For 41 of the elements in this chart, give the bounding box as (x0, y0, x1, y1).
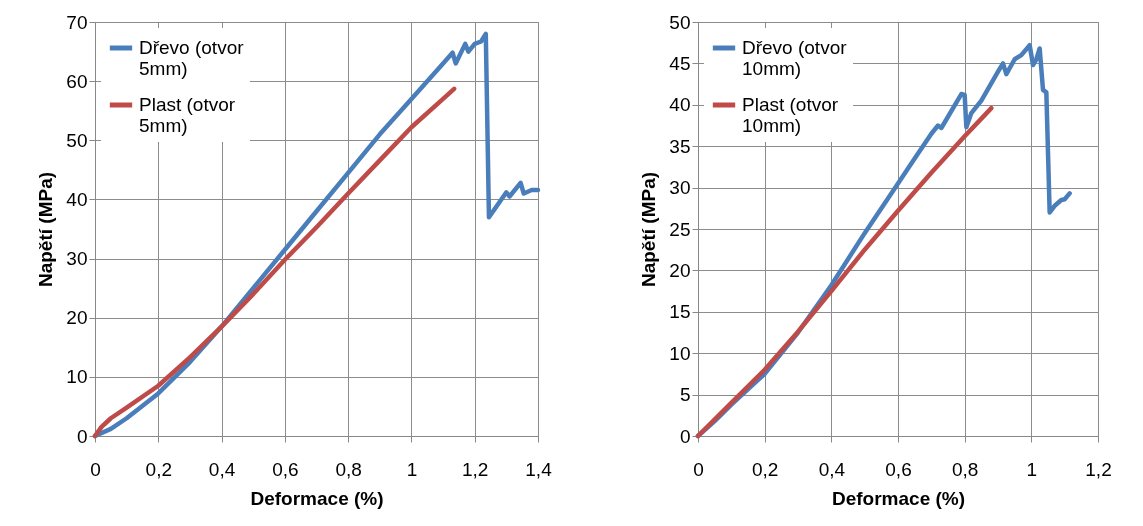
y-tick-label: 15 (669, 301, 691, 323)
y-tick-label: 30 (669, 177, 691, 199)
x-tick-label: 1 (1026, 458, 1038, 480)
x-tick-label: 0,6 (885, 458, 912, 480)
y-tick-label: 50 (66, 129, 88, 151)
y-tick-label: 0 (76, 425, 88, 447)
y-tick-label: 50 (669, 11, 691, 33)
y-tick-label: 20 (66, 307, 88, 329)
y-tick-label: 40 (66, 188, 88, 210)
y-tick-label: 45 (669, 52, 691, 74)
y-tick-label: 70 (66, 11, 88, 33)
x-tick-label: 0,8 (335, 458, 362, 480)
x-tick-label: 0,6 (272, 458, 299, 480)
legend-label: Dřevo (otvor 5mm) (139, 37, 245, 79)
x-tick-label: 0,8 (951, 458, 979, 480)
y-tick-label: 60 (66, 70, 88, 92)
line-series (92, 86, 457, 439)
x-axis-title: Deformace (%) (250, 487, 384, 509)
y-tick-label: 25 (669, 218, 691, 240)
x-tick-label: 1,2 (462, 458, 489, 480)
x-axis-title: Deformace (%) (831, 487, 966, 509)
x-tick-label: 0,2 (145, 458, 172, 480)
x-tick-label: 0,4 (208, 458, 236, 480)
legend-label: Dřevo (otvor 10mm) (742, 37, 848, 79)
x-tick-label: 1,4 (525, 458, 553, 480)
y-axis-title: Napětí (MPa) (638, 171, 660, 288)
x-tick-label: 0,2 (751, 458, 779, 480)
y-tick-label: 10 (669, 342, 691, 364)
y-tick-label: 0 (679, 425, 691, 447)
y-axis-title: Napětí (MPa) (35, 171, 57, 288)
x-tick-label: 0,4 (818, 458, 846, 480)
x-tick-label: 1,2 (1085, 458, 1112, 480)
legend-label: Plast (otvor 10mm) (742, 94, 839, 136)
y-tick-label: 35 (669, 135, 691, 157)
y-tick-label: 30 (66, 248, 88, 270)
x-tick-label: 1 (406, 458, 418, 480)
legend-label: Plast (otvor 5mm) (139, 94, 236, 136)
y-tick-label: 20 (669, 259, 691, 281)
y-tick-label: 5 (679, 384, 691, 406)
y-tick-label: 10 (66, 366, 88, 388)
y-tick-label: 40 (669, 94, 691, 116)
